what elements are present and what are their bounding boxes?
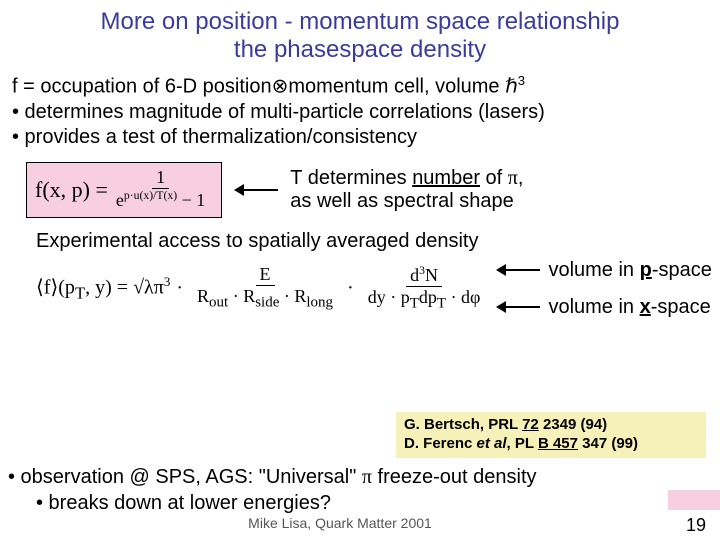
title-line-2: the phasespace density — [234, 36, 486, 63]
arrow-left-icon — [234, 183, 278, 197]
page-number: 19 — [680, 515, 720, 536]
arrow-left-icon — [496, 300, 540, 314]
intro-line-1: f = occupation of 6-D position⊗momentum … — [12, 73, 708, 100]
averaged-density-formula: ⟨f⟩(pT, y) = √λπ3 · E Rout · Rside · Rlo… — [36, 264, 488, 315]
footer-author: Mike Lisa, Quark Matter 2001 — [0, 515, 680, 536]
obs-line-2: • breaks down at lower energies? — [8, 490, 720, 516]
title-line-1: More on position - momentum space relati… — [101, 8, 620, 35]
x-space-label: volume in x-space — [496, 296, 711, 319]
intro-line-2: • determines magnitude of multi-particle… — [12, 100, 708, 125]
intro-line-3: • provides a test of thermalization/cons… — [12, 125, 708, 150]
citation-box: G. Bertsch, PRL 72 2349 (94) D. Ferenc e… — [396, 412, 706, 458]
arrow-left-icon — [496, 263, 540, 277]
experimental-line: Experimental access to spatially average… — [0, 224, 720, 257]
observations: • observation @ SPS, AGS: "Universal" π … — [0, 458, 720, 516]
formula-row-1: f(x, p) = 1 ep·u(x)/T(x) − 1 T determine… — [0, 156, 720, 224]
volume-labels: volume in p-space volume in x-space — [496, 259, 711, 319]
intro-block: f = occupation of 6-D position⊗momentum … — [0, 69, 720, 156]
slide-title: More on position - momentum space relati… — [0, 0, 720, 69]
phasespace-formula: f(x, p) = 1 ep·u(x)/T(x) − 1 — [26, 162, 222, 218]
pink-strip — [668, 490, 720, 510]
t-note: T determines number of π, as well as spe… — [290, 167, 523, 213]
footer: Mike Lisa, Quark Matter 2001 19 — [0, 515, 720, 536]
formula-row-2: ⟨f⟩(pT, y) = √λπ3 · E Rout · Rside · Rlo… — [0, 257, 720, 321]
p-space-label: volume in p-space — [496, 259, 711, 282]
obs-line-1: • observation @ SPS, AGS: "Universal" π … — [8, 464, 720, 490]
